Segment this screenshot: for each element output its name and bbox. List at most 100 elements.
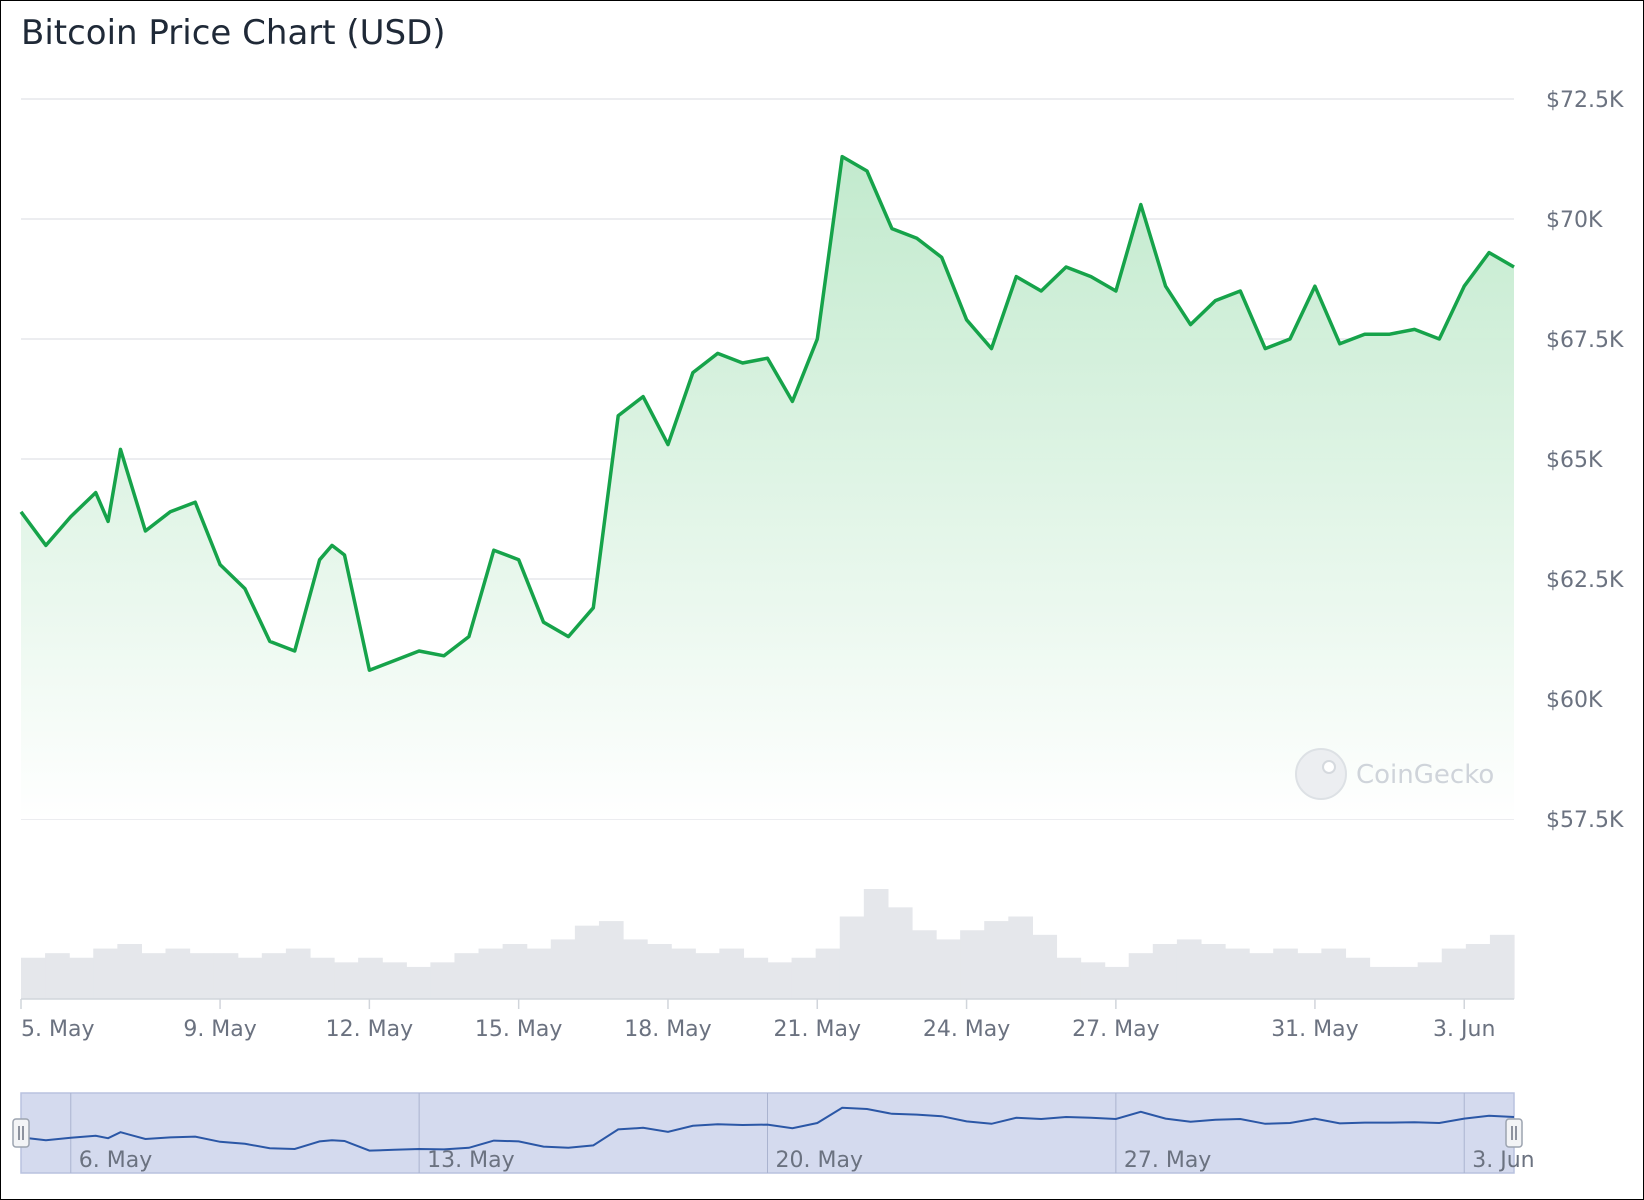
volume-bar bbox=[1345, 957, 1371, 999]
y-tick-label: $70K bbox=[1546, 208, 1603, 233]
volume-bar bbox=[502, 944, 528, 999]
navigator-tick-label: 3. Jun bbox=[1472, 1148, 1534, 1173]
volume-bar bbox=[1321, 948, 1347, 999]
volume-bar bbox=[69, 957, 94, 999]
volume-bar bbox=[430, 962, 456, 999]
volume-bar bbox=[21, 957, 46, 999]
y-tick-label: $62.5K bbox=[1546, 568, 1624, 593]
price-area bbox=[21, 156, 1514, 820]
volume-bar bbox=[382, 962, 407, 999]
x-tick-label: 9. May bbox=[183, 1017, 256, 1042]
volume-bar bbox=[743, 957, 769, 999]
volume-bar bbox=[1128, 953, 1154, 999]
volume-bar bbox=[623, 939, 648, 999]
volume-bar bbox=[1176, 939, 1202, 999]
volume-bar bbox=[285, 948, 311, 999]
volume-bar bbox=[478, 948, 504, 999]
volume-bar bbox=[1200, 944, 1226, 999]
volume-bar bbox=[117, 944, 143, 999]
volume-bar bbox=[213, 953, 239, 999]
volume-bar bbox=[1393, 966, 1419, 999]
volume-bar bbox=[189, 953, 215, 999]
x-tick-label: 21. May bbox=[774, 1017, 861, 1042]
volume-bar bbox=[1080, 962, 1106, 999]
volume-bar bbox=[839, 916, 865, 999]
volume-bar bbox=[695, 953, 720, 999]
volume-bar bbox=[237, 957, 263, 999]
volume-bar bbox=[454, 953, 480, 999]
x-tick-label: 18. May bbox=[624, 1017, 711, 1042]
volume-bar bbox=[334, 962, 359, 999]
volume-bar bbox=[911, 930, 937, 999]
volume-bar bbox=[93, 948, 118, 999]
volume-bar bbox=[1297, 953, 1322, 999]
volume-bar bbox=[1465, 944, 1491, 999]
volume-bar bbox=[1273, 948, 1298, 999]
y-tick-label: $72.5K bbox=[1546, 88, 1624, 113]
volume-bar bbox=[1056, 957, 1082, 999]
volume-bar bbox=[1008, 916, 1033, 999]
navigator-tick-label: 27. May bbox=[1124, 1148, 1211, 1173]
volume-bar bbox=[45, 953, 70, 999]
volume-bar bbox=[406, 966, 431, 999]
price-series-line bbox=[19, 154, 1515, 672]
volume-bar bbox=[358, 957, 383, 999]
volume-bar bbox=[598, 921, 624, 999]
volume-bar bbox=[1152, 944, 1178, 999]
watermark-text: CoinGecko bbox=[1356, 760, 1494, 790]
volume-bar bbox=[141, 953, 167, 999]
navigator-series-line bbox=[20, 1106, 1515, 1152]
volume-bar bbox=[960, 930, 985, 999]
volume-bar bbox=[1104, 966, 1130, 999]
x-tick-label: 5. May bbox=[21, 1017, 94, 1042]
navigator-tick-label: 20. May bbox=[776, 1148, 863, 1173]
x-axis-labels: 5. May 9. May 12. May 15. May 18. May 21. May… bbox=[20, 998, 1514, 1042]
volume-bar bbox=[1369, 966, 1395, 999]
x-tick-label: 31. May bbox=[1271, 1017, 1358, 1042]
range-navigator[interactable]: 6. May 13. May 20. May 27. May 3. Jun bbox=[12, 1092, 1535, 1174]
volume-bar bbox=[309, 957, 335, 999]
x-tick-label: 3. Jun bbox=[1433, 1017, 1495, 1042]
x-tick-label: 24. May bbox=[923, 1017, 1010, 1042]
volume-bar bbox=[1032, 934, 1058, 999]
price-area-fill bbox=[21, 156, 1514, 820]
chart-title: Bitcoin Price Chart (USD) bbox=[21, 13, 446, 53]
navigator-right-handle[interactable] bbox=[1505, 1118, 1523, 1148]
volume-bar bbox=[1249, 953, 1274, 999]
volume-bar bbox=[984, 921, 1009, 999]
volume-bar bbox=[671, 948, 696, 999]
volume-bar bbox=[1225, 948, 1250, 999]
y-tick-label: $60K bbox=[1546, 688, 1603, 713]
volume-bar bbox=[719, 948, 745, 999]
navigator-left-handle[interactable] bbox=[12, 1118, 30, 1148]
volume-bar bbox=[550, 939, 576, 999]
x-tick-label: 27. May bbox=[1072, 1017, 1159, 1042]
navigator-tick-label: 13. May bbox=[427, 1148, 514, 1173]
volume-bar bbox=[791, 957, 817, 999]
gecko-logo-icon bbox=[1295, 748, 1347, 800]
volume-bar bbox=[1441, 948, 1467, 999]
volume-bar bbox=[863, 889, 889, 999]
volume-bar bbox=[1489, 934, 1515, 999]
volume-bar bbox=[936, 939, 961, 999]
price-line bbox=[19, 154, 1515, 672]
volume-bar bbox=[261, 953, 287, 999]
y-tick-label: $67.5K bbox=[1546, 328, 1624, 353]
y-tick-label: $57.5K bbox=[1546, 808, 1624, 833]
volume-bar bbox=[165, 948, 191, 999]
volume-bar bbox=[815, 948, 841, 999]
x-tick-label: 12. May bbox=[326, 1017, 413, 1042]
volume-bar bbox=[767, 962, 793, 999]
volume-bars bbox=[21, 889, 1515, 999]
volume-bar bbox=[526, 948, 552, 999]
volume-bar bbox=[887, 907, 913, 999]
volume-bar bbox=[1417, 962, 1443, 999]
navigator-tick-label: 6. May bbox=[79, 1148, 152, 1173]
x-tick-label: 15. May bbox=[475, 1017, 562, 1042]
volume-bar bbox=[647, 944, 672, 999]
y-axis-labels: $72.5K $70K $67.5K $65K $62.5K $60K $57.5K bbox=[1546, 88, 1624, 833]
y-tick-label: $65K bbox=[1546, 448, 1603, 473]
coingecko-watermark: CoinGecko bbox=[1295, 748, 1494, 800]
